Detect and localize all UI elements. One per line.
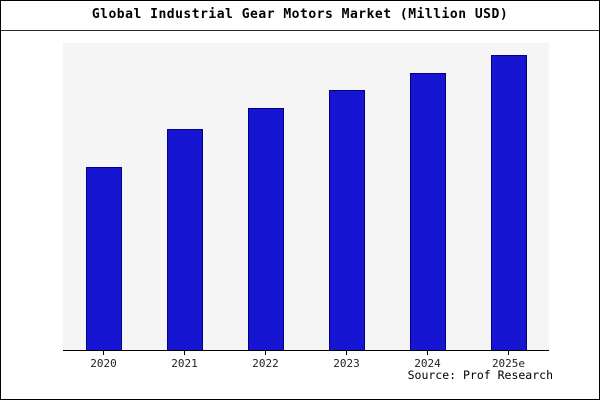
bar-slot [225, 43, 306, 350]
source-note: Source: Prof Research [407, 368, 553, 382]
x-tick-label: 2025e [491, 357, 526, 370]
tick-mark [103, 351, 104, 355]
x-tick-label: 2020 [90, 357, 117, 370]
x-tick: 2025e [468, 351, 549, 370]
tick-mark [265, 351, 266, 355]
tick-mark [346, 351, 347, 355]
bar-2025e [490, 54, 527, 350]
x-tick: 2022 [225, 351, 306, 370]
bar-2021 [166, 128, 203, 350]
bar-slot [63, 43, 144, 350]
x-tick: 2021 [144, 351, 225, 370]
title-divider [1, 30, 599, 31]
bar-2023 [328, 90, 365, 350]
chart-title: Global Industrial Gear Motors Market (Mi… [91, 7, 509, 22]
bar-2022 [247, 107, 284, 350]
bars [63, 43, 549, 350]
x-tick: 2020 [63, 351, 144, 370]
x-tick-label: 2022 [252, 357, 279, 370]
tick-mark [508, 351, 509, 355]
x-tick: 2024 [387, 351, 468, 370]
x-tick-label: 2021 [171, 357, 198, 370]
tick-mark [184, 351, 185, 355]
x-axis-labels: 2020 2021 2022 2023 2024 2025e [63, 351, 549, 370]
x-tick-label: 2024 [414, 357, 441, 370]
bar-slot [468, 43, 549, 350]
bar-slot [387, 43, 468, 350]
bar-2024 [409, 72, 446, 350]
bar-2020 [85, 166, 122, 350]
bar-slot [144, 43, 225, 350]
tick-mark [427, 351, 428, 355]
x-tick: 2023 [306, 351, 387, 370]
bar-slot [306, 43, 387, 350]
x-tick-label: 2023 [333, 357, 360, 370]
plot-area [63, 43, 549, 351]
